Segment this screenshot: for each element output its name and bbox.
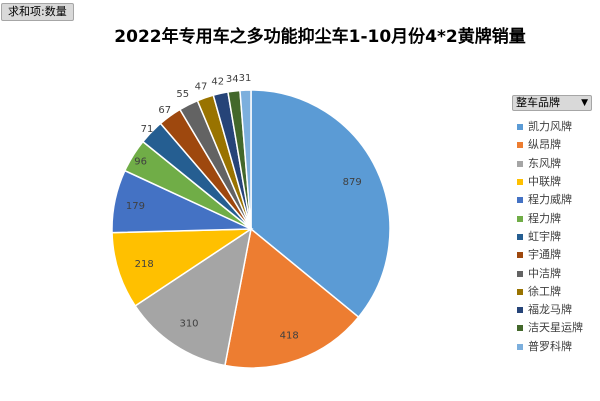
data-label-12: 34 — [226, 74, 239, 85]
legend-swatch — [517, 216, 523, 222]
legend-swatch — [517, 179, 523, 185]
legend-label: 中联牌 — [528, 173, 561, 191]
legend-label: 中洁牌 — [528, 265, 561, 283]
data-label-9: 55 — [176, 89, 189, 100]
data-label-2: 418 — [280, 330, 299, 341]
legend-item-6: 程力牌 — [517, 209, 583, 227]
legend-label: 凯力风牌 — [528, 118, 572, 136]
legend-swatch — [517, 344, 523, 350]
legend-swatch — [517, 124, 523, 130]
legend-item-13: 普罗科牌 — [517, 338, 583, 356]
legend-item-1: 凯力风牌 — [517, 118, 583, 136]
legend-item-3: 东风牌 — [517, 155, 583, 173]
data-label-10: 47 — [195, 82, 208, 93]
legend-item-12: 洁天星运牌 — [517, 319, 583, 337]
vehicle-brand-filter-label: 整车品牌 — [516, 96, 560, 109]
data-label-8: 67 — [158, 105, 171, 116]
legend-item-4: 中联牌 — [517, 173, 583, 191]
legend-item-7: 虹宇牌 — [517, 228, 583, 246]
data-label-1: 879 — [343, 177, 362, 188]
legend-label: 宇通牌 — [528, 246, 561, 264]
legend-swatch — [517, 252, 523, 258]
legend-swatch — [517, 142, 523, 148]
legend-label: 虹宇牌 — [528, 228, 561, 246]
dropdown-arrow-icon[interactable]: ▼ — [581, 96, 588, 110]
legend-item-11: 福龙马牌 — [517, 301, 583, 319]
legend-label: 纵昂牌 — [528, 136, 561, 154]
legend-label: 程力威牌 — [528, 191, 572, 209]
legend-swatch — [517, 307, 523, 313]
vehicle-brand-filter-button[interactable]: 整车品牌 ▼ — [512, 95, 592, 111]
legend-swatch — [517, 289, 523, 295]
legend-item-5: 程力威牌 — [517, 191, 583, 209]
data-label-6: 96 — [134, 156, 147, 167]
data-label-3: 310 — [179, 318, 198, 329]
legend-item-9: 中洁牌 — [517, 264, 583, 282]
legend-item-8: 宇通牌 — [517, 246, 583, 264]
data-label-5: 179 — [126, 201, 145, 212]
data-label-11: 42 — [211, 77, 224, 88]
legend-swatch — [517, 234, 523, 240]
data-label-4: 218 — [135, 259, 154, 270]
legend-item-2: 纵昂牌 — [517, 136, 583, 154]
legend-swatch — [517, 325, 523, 331]
legend-swatch — [517, 161, 523, 167]
legend-label: 福龙马牌 — [528, 301, 572, 319]
legend-label: 东风牌 — [528, 155, 561, 173]
legend-swatch — [517, 197, 523, 203]
legend-label: 普罗科牌 — [528, 338, 572, 356]
data-label-13: 31 — [239, 73, 252, 84]
legend-swatch — [517, 271, 523, 277]
chart-legend: 凯力风牌纵昂牌东风牌中联牌程力威牌程力牌虹宇牌宇通牌中洁牌徐工牌福龙马牌洁天星运… — [517, 118, 583, 356]
legend-label: 程力牌 — [528, 210, 561, 228]
legend-label: 徐工牌 — [528, 283, 561, 301]
legend-item-10: 徐工牌 — [517, 283, 583, 301]
legend-label: 洁天星运牌 — [528, 319, 583, 337]
data-label-7: 71 — [141, 124, 154, 135]
